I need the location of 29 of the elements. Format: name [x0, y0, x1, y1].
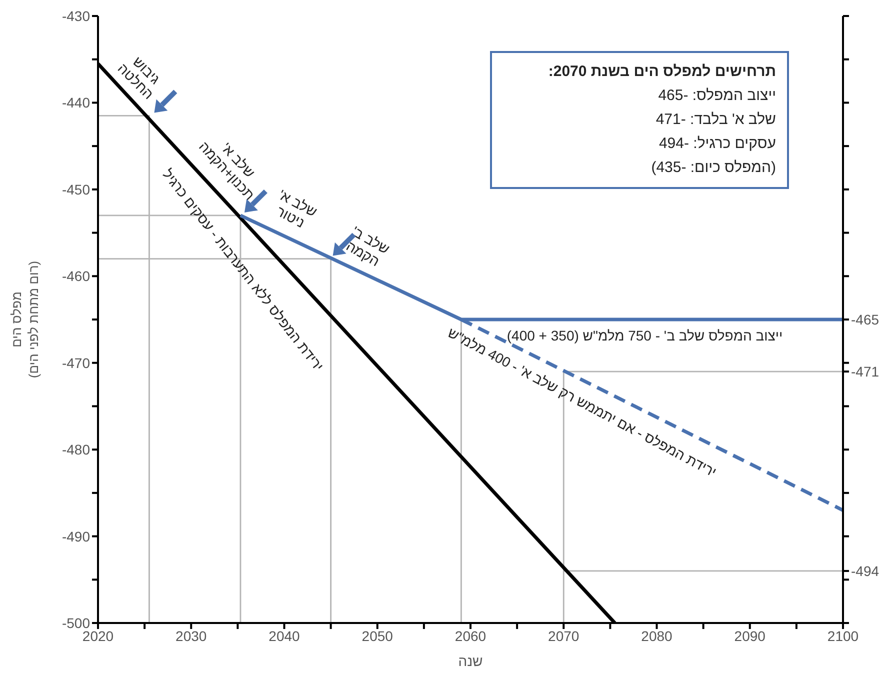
annotation: ייצוב המפלס שלב ב' - 750 מלמ"ש (350 + 400) — [506, 327, 783, 344]
x-tick-label: 2080 — [641, 628, 673, 644]
y-tick-label: -440 — [62, 94, 90, 111]
annotation: שלב א' תכנון+הקמה — [196, 138, 258, 203]
x-tick-label: 2060 — [454, 628, 486, 644]
annotation: עסקים כרגיל: -494 — [658, 135, 776, 152]
annotation: שלב א' בלבד: -471 — [656, 111, 776, 128]
y-tick-label: -430 — [62, 8, 90, 24]
y-tick-label: -480 — [62, 442, 90, 458]
annotation: גיבוש החלטה — [114, 53, 164, 102]
x-tick-label: 2030 — [176, 628, 207, 644]
annotation: (המפלס כיום: -435) — [651, 159, 776, 176]
x-tick-label: 2070 — [548, 628, 580, 644]
y2-tick-label: -494 — [851, 562, 880, 579]
annotation: שלב א' ניטור — [274, 186, 320, 231]
x-tick-label: 2100 — [827, 628, 859, 644]
y2-tick-label: -465 — [851, 311, 880, 328]
annotation: תרחישים למפלס הים בשנת 2070: — [548, 63, 776, 80]
y-tick-label: -470 — [62, 354, 90, 371]
annotation: ייצוב המפלס: -465 — [658, 87, 776, 104]
x-tick-label: 2090 — [734, 628, 766, 644]
y2-tick-label: -471 — [851, 364, 880, 380]
y-tick-label: -450 — [62, 181, 90, 198]
x-tick-label: 2050 — [362, 628, 394, 644]
y-axis-title: מפלס הים (רום מתחת לפני הים) — [9, 260, 41, 378]
y-tick-label: -460 — [62, 268, 90, 284]
x-tick-label: 2040 — [268, 628, 300, 644]
x-axis-title: שנה — [458, 653, 483, 669]
y-tick-label: -490 — [62, 528, 90, 544]
